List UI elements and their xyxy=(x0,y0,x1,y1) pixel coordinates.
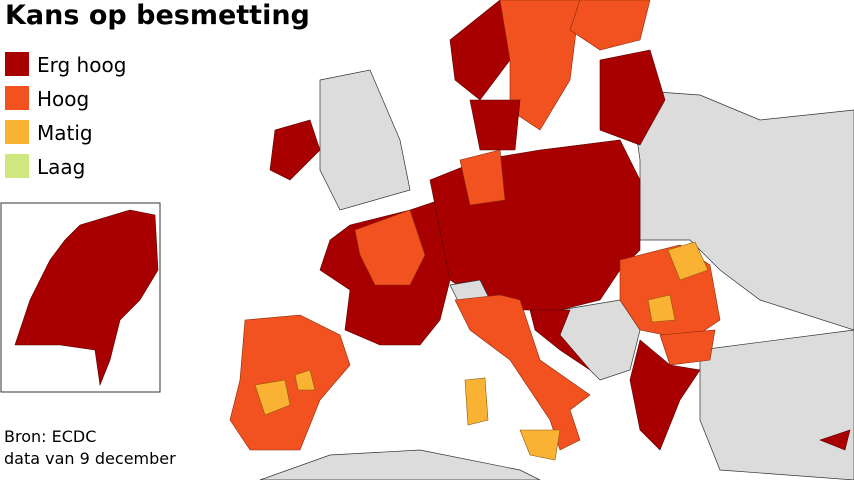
denmark xyxy=(469,99,521,151)
title: Kans op besmetting xyxy=(5,0,310,31)
land-uk xyxy=(319,69,411,211)
legend-label: Hoog xyxy=(37,87,89,111)
legend-swatch xyxy=(5,154,29,178)
land-africa xyxy=(259,449,541,480)
ireland xyxy=(269,119,321,181)
date: data van 9 december xyxy=(4,449,176,468)
germany-nw xyxy=(459,149,506,206)
iberia xyxy=(229,314,351,451)
legend-label: Erg hoog xyxy=(37,53,126,77)
sardinia xyxy=(464,377,489,426)
inset-netherlands xyxy=(0,202,161,393)
iberia-spot xyxy=(254,379,291,416)
greece xyxy=(629,339,701,451)
legend-swatch xyxy=(5,52,29,76)
norway xyxy=(449,0,511,101)
sicily xyxy=(519,429,561,461)
netherlands xyxy=(14,209,159,387)
legend-label: Laag xyxy=(37,155,85,179)
france-west xyxy=(354,209,426,286)
legend-swatch xyxy=(5,86,29,110)
source: Bron: ECDC xyxy=(4,427,96,446)
italy xyxy=(454,294,591,451)
legend-swatch xyxy=(5,120,29,144)
cyprus xyxy=(819,429,851,451)
legend-label: Matig xyxy=(37,121,93,145)
croatia xyxy=(529,309,591,371)
land-turkey xyxy=(699,329,854,480)
legend: Erg hoog Hoog Matig Laag xyxy=(5,52,126,179)
romania-spot-2 xyxy=(647,294,676,323)
iberia-spot-2 xyxy=(294,369,316,391)
bulgaria xyxy=(659,329,716,366)
map xyxy=(229,0,854,480)
sweden xyxy=(499,0,581,131)
baltics xyxy=(599,49,666,146)
romania-spot xyxy=(667,241,709,281)
finland xyxy=(569,0,651,51)
